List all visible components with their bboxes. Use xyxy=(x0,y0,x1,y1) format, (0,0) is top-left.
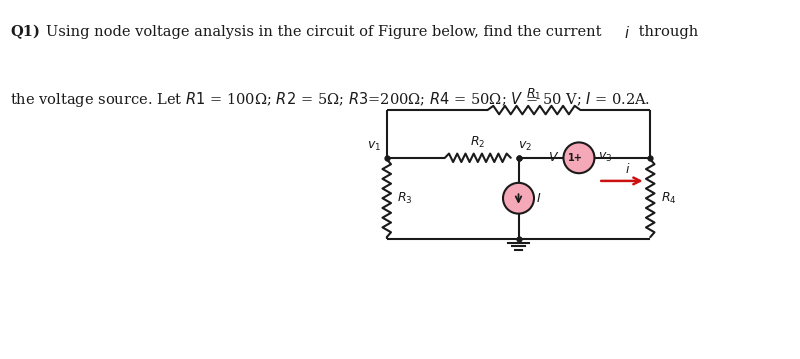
Text: 1+: 1+ xyxy=(569,153,583,163)
Text: $R_1$: $R_1$ xyxy=(526,87,542,102)
Text: $i$: $i$ xyxy=(626,162,631,176)
Text: $R_2$: $R_2$ xyxy=(470,135,486,150)
Text: $v_1$: $v_1$ xyxy=(367,140,382,153)
Circle shape xyxy=(563,143,594,173)
Text: Using node voltage analysis in the circuit of Figure below, find the current: Using node voltage analysis in the circu… xyxy=(46,25,606,39)
Text: $I$: $I$ xyxy=(536,192,542,205)
Text: Q1): Q1) xyxy=(10,25,40,39)
Text: $R_3$: $R_3$ xyxy=(397,191,412,206)
Text: through: through xyxy=(634,25,698,39)
Circle shape xyxy=(503,183,534,214)
Text: $R_4$: $R_4$ xyxy=(661,191,677,206)
Text: the voltage source. Let $R1$ = 100Ω; $R2$ = 5Ω; $R3$=200Ω; $R4$ = 50Ω; $V$ = 50 : the voltage source. Let $R1$ = 100Ω; $R2… xyxy=(10,90,650,109)
Text: $v_3$: $v_3$ xyxy=(598,151,613,164)
Text: $V$: $V$ xyxy=(548,151,559,164)
Text: $i$: $i$ xyxy=(624,25,630,41)
Text: $v_2$: $v_2$ xyxy=(518,140,532,153)
